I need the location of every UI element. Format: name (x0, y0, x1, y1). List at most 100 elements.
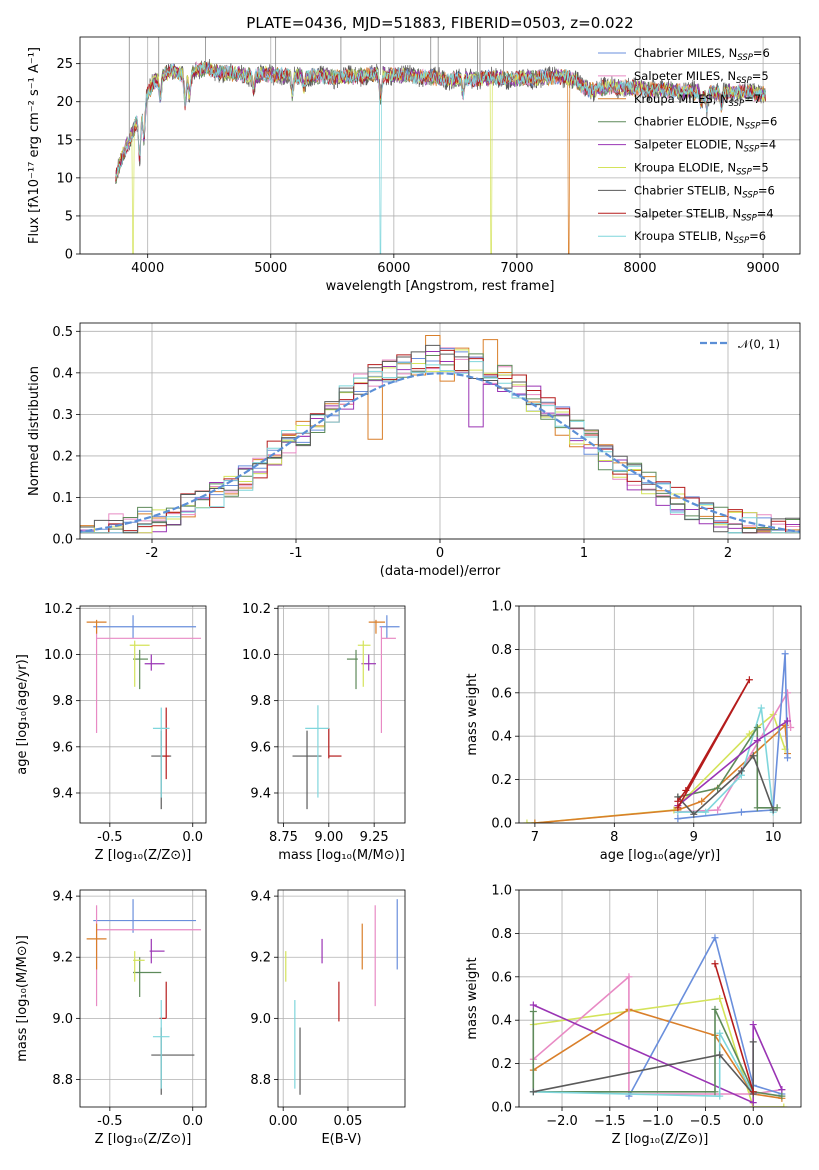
x-tick-label: 9 (690, 830, 698, 845)
plot-area (292, 615, 400, 810)
x-axis-label: Z [log₁₀(Z/Z⊙)] (95, 1132, 192, 1147)
weight-marker (674, 797, 682, 805)
x-tick-label: 8.75 (269, 830, 298, 845)
gridlines (278, 890, 405, 1107)
error-point (86, 619, 107, 634)
y-tick-label: 5 (65, 209, 73, 224)
y-axis-label: Normed distribution (27, 366, 42, 496)
y-tick-label: 10.0 (242, 648, 271, 663)
weight-marker (711, 1088, 719, 1096)
legend: Chabrier MILES, NSSP=6 Salpeter MILES, NS… (598, 46, 777, 246)
weight-marker (749, 1021, 757, 1029)
x-axis-label: age [log₁₀(age/yr)] (600, 848, 721, 863)
error-point (93, 899, 197, 933)
x-tick-label: 0.00 (269, 1114, 298, 1129)
x-tick-label: 9.00 (314, 830, 343, 845)
weight-marker (773, 804, 781, 812)
weight-marker (778, 1086, 786, 1094)
error-point (129, 640, 150, 687)
y-axis-label: age [log₁₀(age/yr)] (15, 654, 30, 775)
error-point (93, 615, 197, 639)
y-axis-label: mass [log₁₀(M/M⊙)] (15, 935, 30, 1062)
y-tick-label: 0.5 (52, 325, 73, 340)
weight-marker (716, 1029, 724, 1037)
error-point (368, 619, 386, 634)
y-tick-label: 0.2 (52, 449, 73, 464)
axes-frame (79, 322, 801, 540)
weight-line (677, 679, 751, 809)
weight-marker (674, 804, 682, 812)
gaussian-curve (80, 372, 800, 533)
legend-entry: Kroupa ELODIE, NSSP=5 (634, 161, 769, 178)
legend-entry: 𝒩(0, 1) (738, 337, 780, 351)
y-tick-label: 9.2 (250, 951, 271, 966)
axes-age_vs_Z: -0.5 0.0 9.4 9.6 9.8 10.0 10.2 Z [log₁₀(Z/Z⊙)] a… (15, 602, 207, 863)
weight-marker (531, 819, 539, 823)
x-axis-label: mass [log₁₀(M/M⊙)] (278, 848, 405, 863)
x-tick-label: 7000 (500, 261, 533, 276)
weight-marker (711, 960, 719, 968)
weight-marker (674, 815, 682, 823)
y-tick-label: 0.8 (491, 643, 512, 658)
y-tick-label: 9.6 (52, 740, 73, 755)
y-tick-label: 9.0 (52, 1012, 73, 1027)
error-point (159, 981, 167, 1019)
weight-line (533, 1032, 754, 1098)
y-tick-label: 9.8 (52, 694, 73, 709)
x-tick-label: 0 (436, 546, 444, 561)
y-tick-label: 25 (56, 57, 73, 72)
x-tick-label: −2.0 (546, 1114, 578, 1129)
weight-marker (529, 1088, 537, 1096)
spectrum-line (115, 62, 766, 254)
error-point (149, 938, 165, 964)
weight-marker (716, 1051, 724, 1059)
error-point (152, 707, 170, 798)
axes-spectrum: 4000 5000 6000 7000 8000 9000 0 5 10 15 20 25 wavele… (27, 14, 801, 294)
y-tick-label: 9.4 (52, 786, 73, 801)
y-tick-label: 9.0 (250, 1012, 271, 1027)
y-tick-label: 0.4 (491, 1014, 512, 1029)
error-point (133, 951, 145, 982)
weight-marker (749, 1099, 757, 1107)
legend-entry: Chabrier ELODIE, NSSP=6 (634, 115, 777, 132)
error-point (133, 649, 148, 690)
error-point (361, 654, 376, 671)
weight-marker (753, 724, 761, 732)
axes-frame (277, 605, 406, 824)
x-axis-label: E(B-V) (321, 1132, 361, 1147)
legend-entry: Kroupa MILES, NSSP=7 (634, 92, 761, 109)
y-tick-label: 8.8 (52, 1073, 73, 1088)
weight-marker (523, 819, 531, 823)
error-point (162, 707, 170, 780)
weight-marker (714, 784, 722, 792)
weight-marker (529, 1008, 537, 1016)
x-tick-label: 9000 (747, 261, 780, 276)
plot-area (523, 650, 795, 823)
weight-line (714, 963, 754, 1093)
y-tick-label: 10.2 (44, 602, 73, 617)
x-tick-label: -1 (290, 546, 303, 561)
x-tick-label: −1.5 (594, 1114, 626, 1129)
weight-marker (753, 804, 761, 812)
weight-marker (757, 704, 765, 712)
error-point (379, 615, 400, 639)
y-tick-label: 0.1 (52, 491, 73, 506)
weight-marker (529, 1001, 537, 1009)
weight-marker (745, 730, 753, 738)
chart-title: PLATE=0436, MJD=51883, FIBERID=0503, z=0… (246, 14, 633, 32)
y-tick-label: 9.4 (250, 890, 271, 905)
weight-marker (716, 995, 724, 1002)
weight-marker (711, 1005, 719, 1013)
weight-marker (769, 806, 777, 814)
x-axis-label: (data-model)/error (380, 564, 501, 579)
x-tick-label: 5000 (254, 261, 287, 276)
error-point (86, 923, 107, 970)
histogram-step (80, 349, 800, 534)
weight-marker (780, 1103, 788, 1107)
y-tick-label: 0.6 (491, 970, 512, 985)
weight-line (677, 724, 778, 809)
plot-area (285, 899, 398, 1095)
weight-line (526, 713, 786, 823)
error-point (151, 1027, 195, 1095)
weight-marker (716, 1092, 724, 1100)
